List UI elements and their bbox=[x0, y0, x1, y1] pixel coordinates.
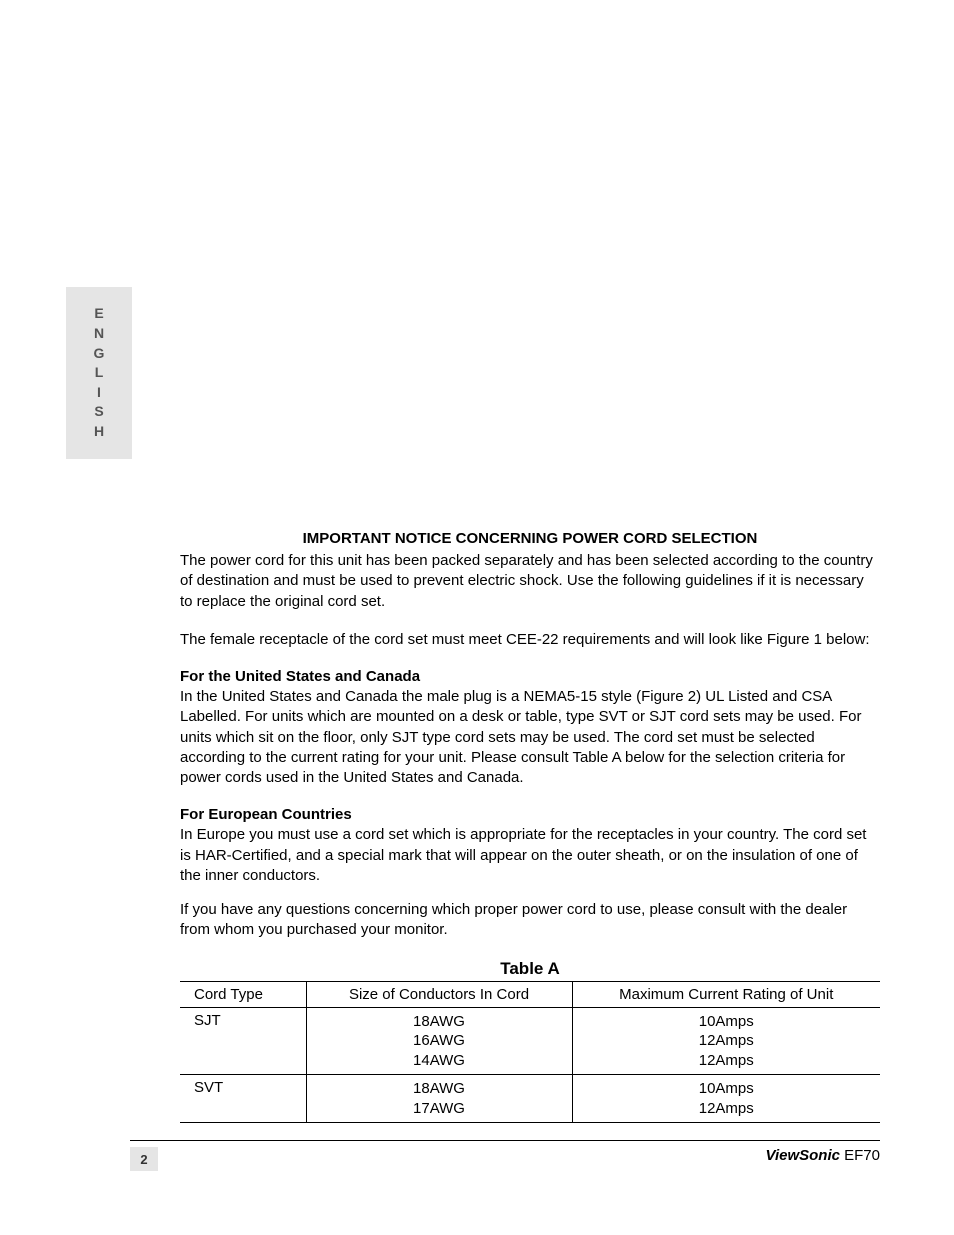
main-content: IMPORTANT NOTICE CONCERNING POWER CORD S… bbox=[180, 530, 880, 1123]
lang-letter: H bbox=[94, 422, 104, 442]
cell-line: 10Amps bbox=[581, 1012, 873, 1032]
cell-line: 18AWG bbox=[315, 1012, 564, 1032]
notice-heading: IMPORTANT NOTICE CONCERNING POWER CORD S… bbox=[180, 530, 880, 547]
lang-letter: I bbox=[97, 383, 101, 403]
cell-line: 10Amps bbox=[581, 1079, 873, 1099]
cell-line: 18AWG bbox=[315, 1079, 564, 1099]
col-header-rating: Maximum Current Rating of Unit bbox=[572, 981, 880, 1007]
col-header-cordtype: Cord Type bbox=[180, 981, 306, 1007]
lang-letter: E bbox=[94, 304, 103, 324]
cell-ratings: 10Amps 12Amps bbox=[572, 1075, 880, 1123]
paragraph-intro: The power cord for this unit has been pa… bbox=[180, 551, 880, 612]
page-footer: 2 ViewSonic EF70 bbox=[130, 1140, 880, 1147]
brand-name: ViewSonic bbox=[766, 1147, 840, 1164]
lang-letter: S bbox=[94, 402, 103, 422]
paragraph-cee22: The female receptacle of the cord set mu… bbox=[180, 630, 880, 650]
cell-line: 12Amps bbox=[581, 1099, 873, 1119]
us-canada-heading: For the United States and Canada bbox=[180, 668, 880, 685]
lang-letter: N bbox=[94, 324, 104, 344]
cell-sizes: 18AWG 17AWG bbox=[306, 1075, 572, 1123]
language-tab: E N G L I S H bbox=[66, 287, 132, 459]
cord-table: Cord Type Size of Conductors In Cord Max… bbox=[180, 981, 880, 1124]
cell-sizes: 18AWG 16AWG 14AWG bbox=[306, 1007, 572, 1075]
europe-heading: For European Countries bbox=[180, 806, 880, 823]
cell-cordtype: SVT bbox=[180, 1075, 306, 1123]
europe-body: In Europe you must use a cord set which … bbox=[180, 825, 880, 886]
table-row: SVT 18AWG 17AWG 10Amps 12Amps bbox=[180, 1075, 880, 1123]
cell-ratings: 10Amps 12Amps 12Amps bbox=[572, 1007, 880, 1075]
table-title: Table A bbox=[180, 959, 880, 979]
brand-line: ViewSonic EF70 bbox=[766, 1147, 881, 1164]
cell-line: 16AWG bbox=[315, 1031, 564, 1051]
table-header-row: Cord Type Size of Conductors In Cord Max… bbox=[180, 981, 880, 1007]
cell-line: 17AWG bbox=[315, 1099, 564, 1119]
lang-letter: L bbox=[95, 363, 104, 383]
cell-line: 12Amps bbox=[581, 1051, 873, 1071]
page-number: 2 bbox=[130, 1147, 158, 1171]
cell-cordtype: SJT bbox=[180, 1007, 306, 1075]
paragraph-dealer: If you have any questions concerning whi… bbox=[180, 900, 880, 941]
col-header-size: Size of Conductors In Cord bbox=[306, 981, 572, 1007]
table-row: SJT 18AWG 16AWG 14AWG 10Amps 12Amps 12Am… bbox=[180, 1007, 880, 1075]
cell-line: 12Amps bbox=[581, 1031, 873, 1051]
model-name: EF70 bbox=[844, 1147, 880, 1164]
cell-line: 14AWG bbox=[315, 1051, 564, 1071]
us-canada-body: In the United States and Canada the male… bbox=[180, 687, 880, 788]
lang-letter: G bbox=[94, 344, 105, 364]
